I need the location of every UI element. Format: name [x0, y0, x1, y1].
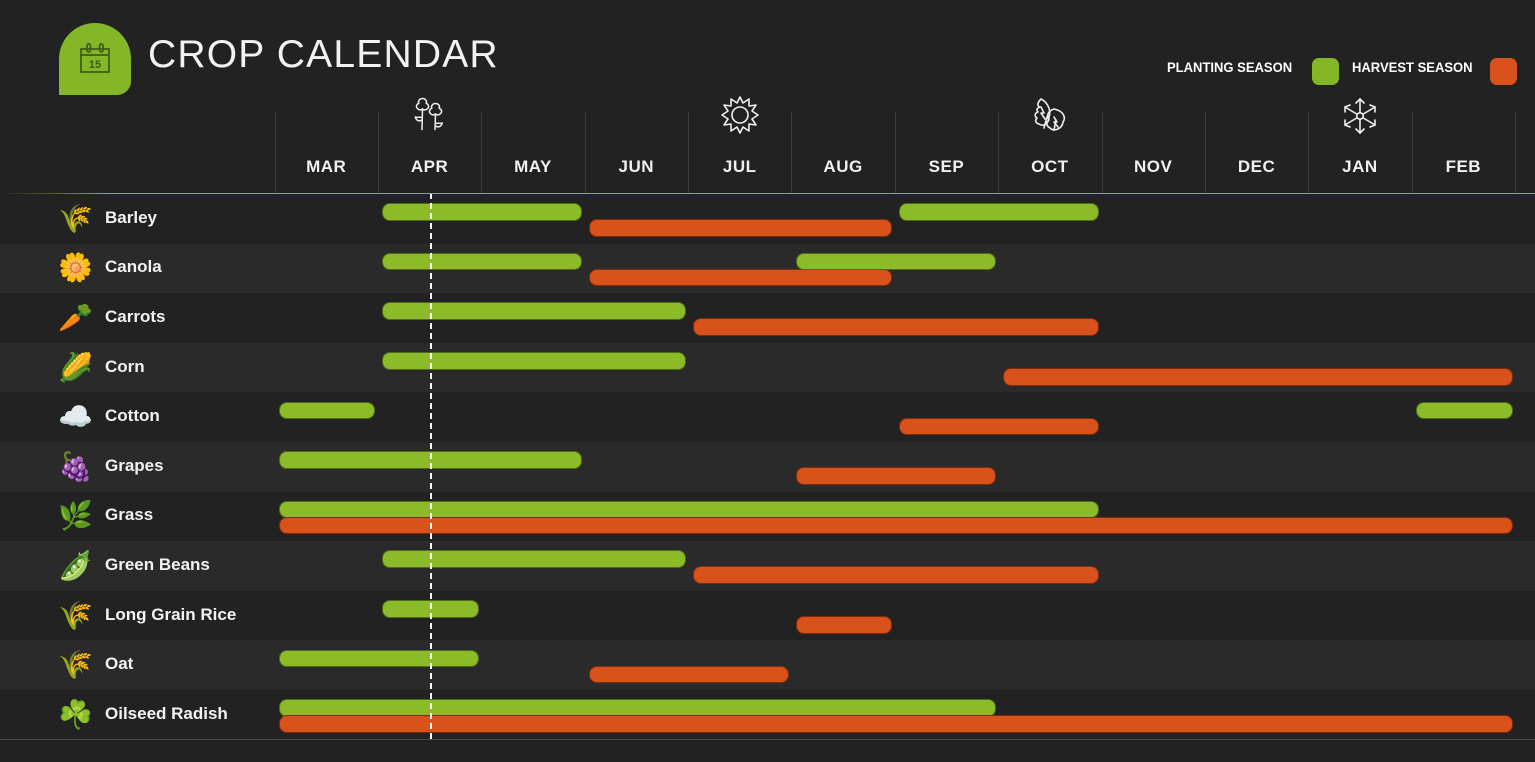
svg-text:15: 15: [89, 59, 101, 71]
